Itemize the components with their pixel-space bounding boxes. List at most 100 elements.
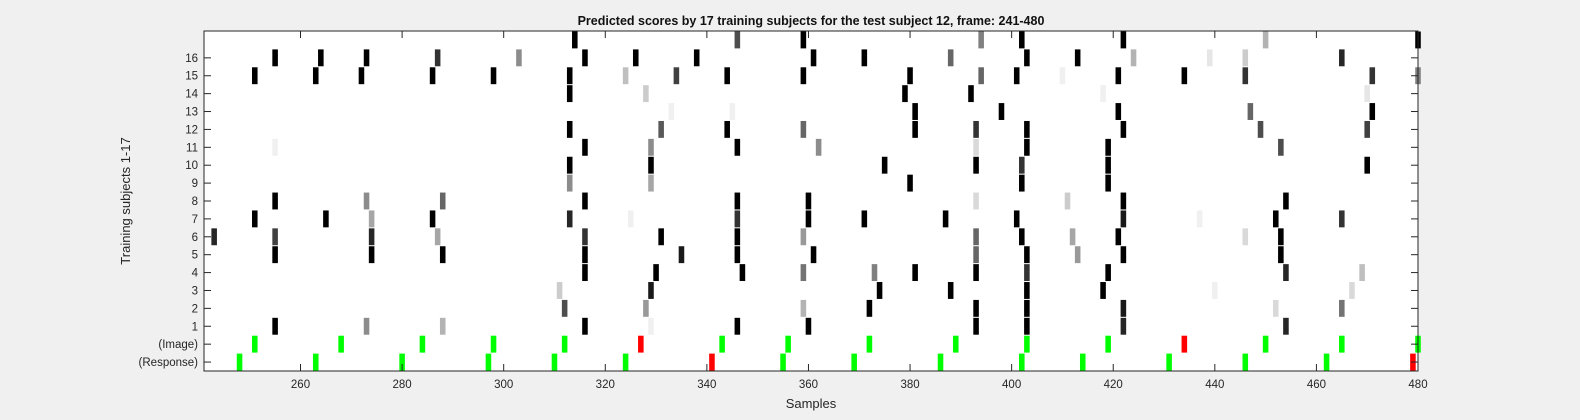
image-marker: [419, 335, 426, 353]
score-cell: [582, 264, 588, 282]
score-cell: [1369, 67, 1376, 85]
score-cell: [973, 299, 979, 317]
score-cell: [1120, 210, 1127, 228]
score-cell: [312, 67, 319, 85]
score-cell: [648, 138, 654, 156]
image-marker: [490, 335, 497, 353]
score-cell: [566, 85, 573, 103]
score-cell: [1024, 299, 1030, 317]
score-cell: [1206, 49, 1213, 67]
y-tick-label: 12: [185, 124, 198, 136]
x-tick-label: 340: [697, 379, 716, 391]
response-marker: [551, 353, 558, 371]
score-cell: [1120, 246, 1127, 264]
x-tick-label: 420: [1104, 379, 1123, 391]
score-cell: [1019, 228, 1025, 246]
score-cell: [1130, 49, 1137, 67]
image-marker: [1339, 335, 1345, 353]
score-cell: [912, 120, 918, 138]
score-cell: [800, 67, 807, 85]
score-cell: [363, 192, 370, 210]
score-cell: [881, 156, 888, 174]
score-cell: [1120, 317, 1127, 335]
score-cell: [1105, 138, 1111, 156]
score-cell: [561, 299, 568, 317]
score-cell: [653, 264, 659, 282]
image-marker: [1262, 335, 1269, 353]
score-cell: [800, 31, 807, 49]
score-cell: [973, 246, 979, 264]
y-tick-label: (Image): [158, 339, 198, 351]
image-marker: [1105, 335, 1111, 353]
y-tick-label: 1: [192, 321, 198, 333]
score-cell: [1013, 67, 1020, 85]
score-cell: [648, 156, 654, 174]
score-cell: [1064, 192, 1071, 210]
score-cell: [1115, 103, 1122, 120]
score-cell: [632, 49, 639, 67]
score-cell: [810, 246, 817, 264]
score-cell: [1105, 156, 1111, 174]
score-cell: [1074, 49, 1081, 67]
score-cell: [724, 67, 730, 85]
response-marker: [709, 353, 715, 371]
score-cell: [1115, 228, 1122, 246]
score-cell: [272, 246, 278, 264]
score-cell: [648, 317, 654, 335]
score-cell: [1019, 174, 1025, 192]
y-tick-label: 11: [186, 142, 198, 154]
score-cell: [252, 67, 258, 85]
score-cell: [1272, 210, 1279, 228]
score-cell: [439, 317, 446, 335]
x-tick-label: 460: [1307, 379, 1326, 391]
score-cell: [1019, 31, 1025, 49]
score-cell: [942, 210, 949, 228]
image-marker: [1181, 335, 1188, 353]
chart-title: Predicted scores by 17 training subjects…: [578, 14, 1045, 28]
score-cell: [368, 228, 375, 246]
score-cell: [724, 120, 730, 138]
score-cell: [658, 120, 664, 138]
score-cell: [693, 49, 700, 67]
y-tick-label: 15: [185, 71, 198, 83]
score-cell: [1212, 282, 1218, 299]
image-marker: [561, 335, 568, 353]
y-tick-label: 16: [185, 53, 198, 65]
score-cell: [490, 67, 497, 85]
score-cell: [1359, 264, 1365, 282]
y-tick-label: 9: [192, 178, 198, 190]
score-cell: [582, 49, 588, 67]
score-cell: [566, 174, 573, 192]
score-cell: [1339, 49, 1345, 67]
score-cell: [734, 31, 741, 49]
response-marker: [1323, 353, 1330, 371]
score-cell: [1120, 299, 1127, 317]
score-cell: [1100, 282, 1106, 299]
score-cell: [973, 192, 979, 210]
score-cell: [805, 317, 812, 335]
y-axis-label: Training subjects 1-17: [118, 137, 133, 264]
response-marker: [1166, 353, 1172, 371]
score-cell: [673, 67, 680, 85]
x-axis-label: Samples: [786, 396, 837, 411]
score-cell: [1247, 103, 1254, 120]
score-cell: [978, 31, 984, 49]
score-cell: [318, 49, 324, 67]
image-marker: [866, 335, 873, 353]
plot-frame: [203, 30, 1419, 372]
score-cell: [815, 138, 822, 156]
response-marker: [236, 353, 243, 371]
score-cell: [734, 246, 741, 264]
image-marker: [719, 335, 725, 353]
score-cell: [1262, 31, 1269, 49]
response-marker: [399, 353, 405, 371]
x-tick-label: 480: [1408, 379, 1427, 391]
axis-ticks: 260 280 300 320 340 360 380 400 420 440 460 480 (Res…: [139, 31, 1428, 391]
score-cell: [800, 120, 807, 138]
score-cell: [572, 31, 578, 49]
response-marker: [312, 353, 319, 371]
score-cell: [861, 49, 868, 67]
score-cell: [902, 85, 908, 103]
score-cell: [1283, 317, 1289, 335]
score-cell: [866, 299, 873, 317]
